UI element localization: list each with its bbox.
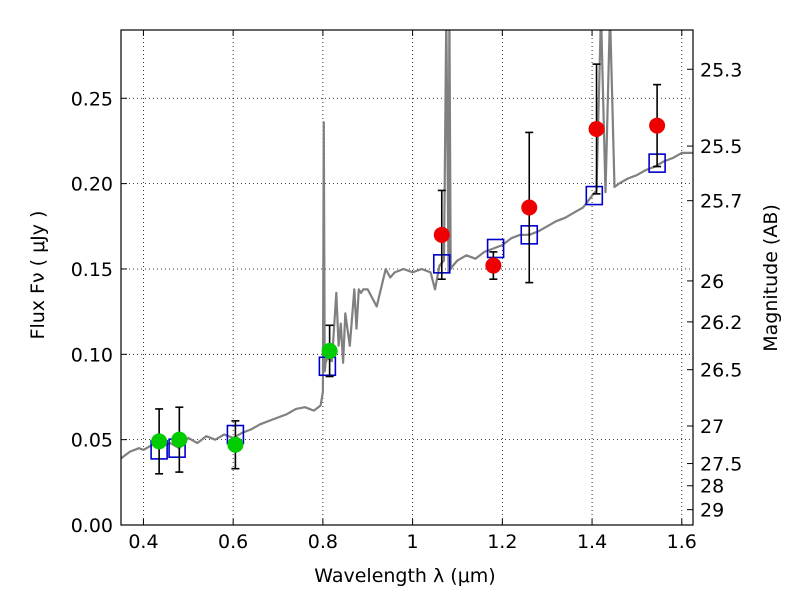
observed-point-red (485, 257, 502, 274)
observed-point-red (649, 117, 666, 134)
observed-point-red (433, 226, 450, 243)
x-tick-label: 1.6 (667, 531, 697, 553)
model-photometry-point (486, 238, 505, 259)
right-tick-label: 26.5 (700, 360, 742, 382)
x-tick-label: 0.6 (218, 531, 248, 553)
model-photometry-point (585, 185, 604, 206)
x-tick-label: 0.8 (308, 531, 338, 553)
right-tick-label: 25.3 (700, 59, 742, 81)
observed-point-green (171, 431, 188, 448)
y-tick-label: 0.20 (71, 174, 113, 196)
y-axis-right-label: Magnitude (AB) (760, 204, 782, 352)
observed-point-red (588, 121, 605, 137)
tick-layer: 0.4 0.6 0.8 1 1.2 1.4 1.6 0.00 0.05 0.10 0.15 0.20 0… (71, 30, 742, 553)
y-tick-label: 0.00 (71, 515, 113, 537)
right-tick-label: 25.5 (700, 136, 742, 158)
right-tick-label: 25.7 (700, 191, 742, 213)
spectrum-line-layer (121, 30, 693, 460)
right-tick-label: 26 (700, 271, 724, 293)
marker-layer (150, 63, 666, 475)
y-axis-label: Flux Fν ( μJy ) (27, 211, 49, 340)
observed-point-red (521, 199, 538, 216)
right-tick-label: 29 (700, 500, 724, 522)
y-tick-label: 0.05 (71, 430, 113, 452)
right-tick-label: 26.2 (700, 312, 742, 334)
observed-point-green (151, 433, 168, 450)
observed-point-green (321, 342, 338, 359)
right-tick-label: 27 (700, 416, 724, 438)
x-axis-label: Wavelength λ (μm) (314, 565, 495, 587)
right-tick-label: 28 (700, 476, 724, 498)
observed-point-green (227, 436, 244, 453)
x-tick-label: 0.4 (128, 531, 158, 553)
plot-frame (120, 29, 694, 526)
y-tick-label: 0.10 (71, 344, 113, 366)
y-tick-label: 0.15 (71, 259, 113, 281)
x-tick-label: 1 (407, 531, 419, 553)
x-tick-label: 1.2 (487, 531, 517, 553)
x-tick-label: 1.4 (577, 531, 607, 553)
y-tick-label: 0.25 (71, 88, 113, 110)
right-tick-label: 27.5 (700, 454, 742, 476)
spectrum-line (121, 30, 693, 460)
